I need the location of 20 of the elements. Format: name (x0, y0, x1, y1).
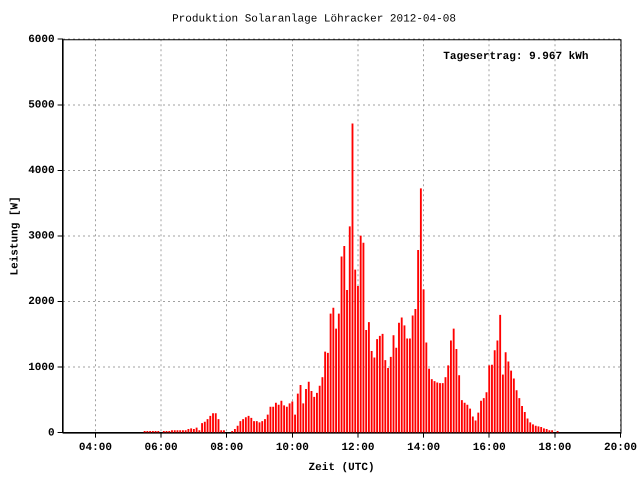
x-tick-label: 06:00 (144, 442, 178, 454)
y-tick-label: 0 (48, 427, 55, 440)
y-tick-label: 5000 (28, 100, 55, 112)
x-tick-label: 04:00 (78, 442, 112, 454)
y-tick-label: 6000 (28, 34, 55, 46)
y-tick-label: 3000 (28, 230, 55, 243)
chart-title: Produktion Solaranlage Löhracker 2012-04-08 (172, 14, 456, 26)
y-tick-label: 2000 (28, 296, 55, 308)
x-axis-title: Zeit (UTC) (308, 462, 375, 474)
x-tick-label: 12:00 (341, 442, 374, 454)
x-tick-label: 20:00 (604, 442, 638, 454)
x-tick-label: 10:00 (276, 442, 309, 454)
x-tick-label: 14:00 (407, 442, 440, 454)
y-tick-label: 4000 (28, 165, 55, 178)
annotation: Tagesertrag: 9.967 kWh (443, 50, 588, 63)
x-tick-label: 16:00 (472, 442, 506, 454)
y-axis-title: Leistung [W] (9, 196, 22, 276)
x-tick-label: 18:00 (538, 442, 572, 454)
x-tick-label: 08:00 (210, 442, 244, 454)
y-tick-label: 1000 (28, 362, 55, 374)
